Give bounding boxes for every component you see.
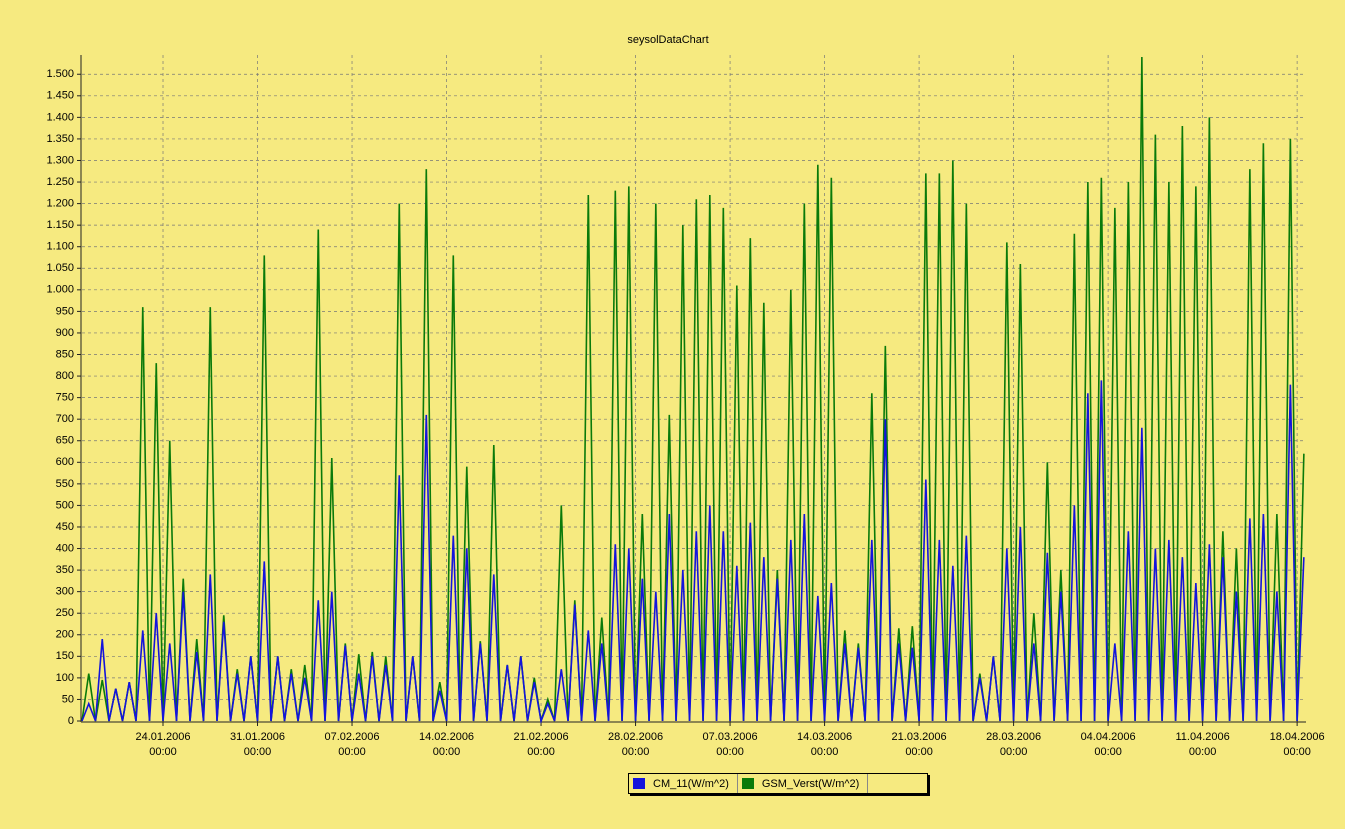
y-tick-label: 1.450 — [46, 90, 74, 102]
y-tick-label: 650 — [56, 435, 74, 447]
x-tick-label: 14.02.2006 00:00 — [419, 731, 475, 758]
y-tick-label: 500 — [56, 499, 74, 511]
chart-title: seysolDataChart — [627, 34, 708, 46]
x-tick-label: 31.01.2006 00:00 — [229, 731, 286, 758]
x-tick-label: 28.03.2006 00:00 — [986, 731, 1042, 758]
y-tick-label: 1.050 — [46, 262, 74, 274]
y-tick-label: 1.100 — [46, 241, 74, 253]
y-tick-label: 800 — [56, 370, 74, 382]
legend-label: GSM_Verst(W/m^2) — [761, 777, 860, 790]
x-tick-label: 04.04.2006 00:00 — [1080, 731, 1136, 758]
y-tick-label: 1.400 — [46, 111, 74, 123]
x-tick-label: 14.03.2006 00:00 — [797, 731, 853, 758]
legend: CM_11(W/m^2) GSM_Verst(W/m^2) — [628, 773, 928, 794]
x-tick-label: 28.02.2006 00:00 — [608, 731, 664, 758]
legend-item: GSM_Verst(W/m^2) — [738, 774, 869, 793]
y-tick-label: 100 — [56, 672, 74, 684]
y-tick-label: 150 — [56, 650, 74, 662]
y-tick-label: 700 — [56, 413, 74, 425]
legend-swatch — [741, 778, 754, 789]
legend-swatch — [633, 778, 645, 789]
y-tick-label: 550 — [56, 478, 74, 490]
y-tick-label: 1.250 — [46, 176, 74, 188]
x-tick-label: 07.02.2006 00:00 — [324, 731, 380, 758]
y-tick-label: 750 — [56, 392, 74, 404]
y-tick-label: 350 — [56, 564, 74, 576]
y-tick-label: 1.500 — [46, 68, 74, 80]
y-tick-label: 200 — [56, 629, 74, 641]
y-tick-label: 950 — [56, 305, 74, 317]
y-tick-label: 900 — [56, 327, 74, 339]
y-tick-label: 300 — [56, 586, 74, 598]
legend-item: CM_11(W/m^2) — [629, 774, 738, 793]
y-tick-label: 1.350 — [46, 133, 74, 145]
x-tick-label: 24.01.2006 00:00 — [135, 731, 191, 758]
series-line — [81, 380, 1305, 724]
y-tick-label: 400 — [56, 542, 74, 554]
y-tick-label: 600 — [56, 456, 74, 468]
y-tick-label: 1.300 — [46, 154, 74, 166]
x-tick-label: 21.03.2006 00:00 — [891, 731, 947, 758]
y-tick-label: 1.200 — [46, 198, 74, 210]
y-tick-label: 250 — [56, 607, 74, 619]
legend-label: CM_11(W/m^2) — [653, 777, 729, 790]
x-tick-label: 18.04.2006 00:00 — [1269, 731, 1325, 758]
y-tick-label: 850 — [56, 348, 74, 360]
x-tick-label: 07.03.2006 00:00 — [702, 731, 758, 758]
x-tick-label: 11.04.2006 00:00 — [1175, 731, 1230, 758]
x-tick-label: 21.02.2006 00:00 — [513, 731, 569, 758]
y-tick-label: 1.150 — [46, 219, 74, 231]
y-tick-label: 0 — [68, 715, 74, 727]
y-tick-label: 50 — [62, 693, 74, 705]
y-tick-label: 1.000 — [46, 284, 74, 296]
y-tick-label: 450 — [56, 521, 74, 533]
